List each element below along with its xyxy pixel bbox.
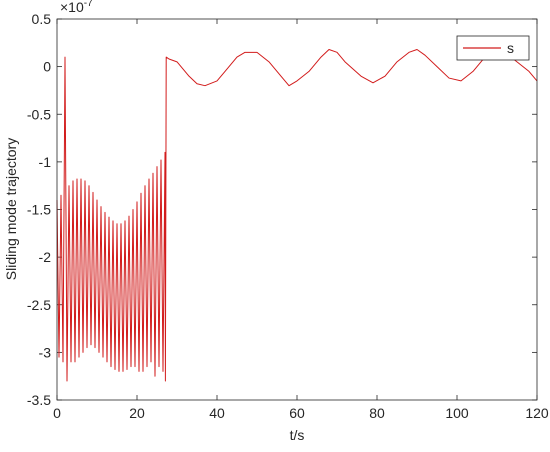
exponent-power: -7 bbox=[84, 0, 93, 9]
legend-label: s bbox=[507, 40, 514, 56]
x-tick-label: 80 bbox=[369, 405, 385, 421]
y-tick-label: -1 bbox=[39, 154, 52, 170]
y-tick-label: -2 bbox=[39, 249, 52, 265]
x-tick-label: 120 bbox=[525, 405, 549, 421]
y-tick-label: -0.5 bbox=[27, 106, 51, 122]
y-exponent: ×10-7 bbox=[60, 0, 93, 15]
y-tick-label: -1.5 bbox=[27, 202, 51, 218]
axes-box bbox=[56, 18, 538, 401]
exponent-base: ×10 bbox=[60, 0, 84, 15]
y-tick-label: -3 bbox=[39, 344, 52, 360]
x-tick-label: 40 bbox=[209, 405, 225, 421]
y-tick-label: -3.5 bbox=[27, 392, 51, 408]
series-line bbox=[56, 48, 538, 382]
y-axis-label: Sliding mode trajectory bbox=[3, 138, 19, 280]
y-tick-label: 0.5 bbox=[32, 11, 52, 27]
y-tick-label: 0 bbox=[43, 59, 51, 75]
y-tick-label: -2.5 bbox=[27, 297, 51, 313]
x-tick-label: 20 bbox=[129, 405, 145, 421]
x-axis-label: t/s bbox=[290, 427, 305, 443]
x-tick-label: 60 bbox=[289, 405, 305, 421]
x-tick-label: 100 bbox=[445, 405, 469, 421]
x-tick-label: 0 bbox=[53, 405, 61, 421]
